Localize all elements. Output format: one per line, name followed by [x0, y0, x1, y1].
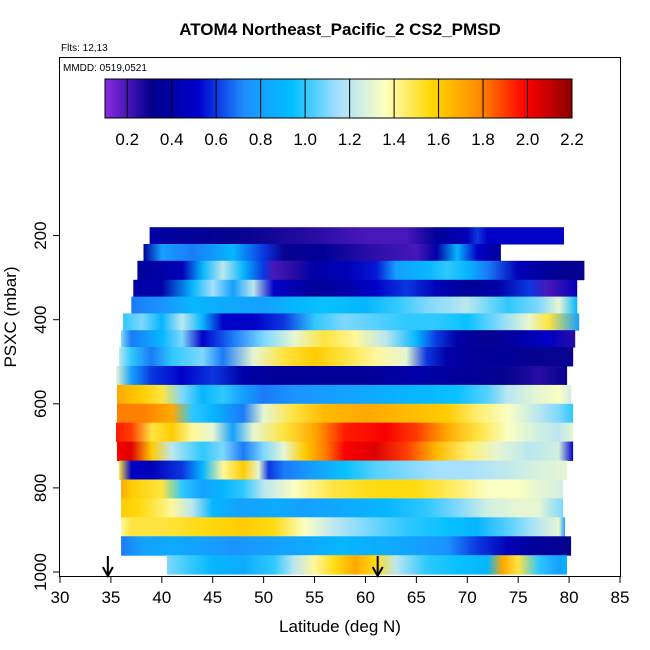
colorbar-tick-label: 0.2: [115, 130, 139, 149]
colorbar-gradient: [104, 78, 573, 119]
heatmap-band: [117, 441, 574, 461]
x-tick-label: 60: [356, 588, 375, 607]
heatmap-band: [131, 296, 578, 314]
dates-label: MMDD: 0519,0521: [63, 63, 147, 74]
x-tick-label: 55: [305, 588, 324, 607]
heatmap-band: [137, 260, 585, 281]
heatmap-band: [121, 536, 572, 556]
plot-frame: [59, 57, 621, 577]
x-tick-label: 45: [203, 588, 222, 607]
y-tick-label: 600: [31, 390, 50, 418]
heatmap-band: [117, 384, 572, 405]
x-tick-label: 75: [509, 588, 528, 607]
x-axis: 30 35 40 45 50 55 60 65 70 75 80 85: [51, 576, 630, 607]
colorbar-tick-label: 0.4: [160, 130, 184, 149]
colorbar-tick-label: 1.4: [382, 130, 406, 149]
chart-title: ATOM4 Northeast_Pacific_2 CS2_PMSD: [179, 20, 501, 39]
colorbar-tick-label: 1.2: [338, 130, 362, 149]
x-tick-label: 35: [101, 588, 120, 607]
colorbar-tick-label: 0.8: [249, 130, 273, 149]
x-tick-label: 80: [560, 588, 579, 607]
x-tick-label: 85: [611, 588, 630, 607]
heatmap-band: [121, 330, 576, 348]
heatmap-bands: [116, 227, 585, 575]
heatmap-band: [116, 422, 574, 443]
y-tick-label: 800: [31, 474, 50, 502]
heatmap-band: [116, 366, 568, 386]
x-tick-label: 65: [407, 588, 426, 607]
colorbar-tick-label: 0.6: [204, 130, 228, 149]
colorbar-tick-label: 1.0: [293, 130, 317, 149]
y-tick-label: 400: [31, 306, 50, 334]
y-tick-label: 1000: [31, 553, 50, 591]
colorbar: 0.2 0.4 0.6 0.8 1.0 1.2 1.4 1.6 1.8 2.0 2.2: [104, 78, 584, 149]
heatmap-band: [123, 313, 580, 331]
heatmap-band: [143, 244, 501, 262]
colorbar-tick-label: 2.0: [516, 130, 540, 149]
y-axis: 200 400 600 800 1000: [31, 221, 60, 591]
heatmap-band: [117, 403, 574, 424]
flights-label: Flts: 12,13: [61, 43, 108, 54]
heatmap-band: [119, 347, 574, 367]
x-axis-label: Latitude (deg N): [279, 617, 401, 636]
heatmap-band: [133, 279, 578, 298]
x-tick-label: 40: [152, 588, 171, 607]
heatmap-band: [149, 227, 564, 245]
x-tick-label: 50: [254, 588, 273, 607]
colorbar-tick-label: 1.6: [427, 130, 451, 149]
y-axis-label: PSXC (mbar): [1, 266, 20, 367]
heatmap-band: [121, 498, 563, 518]
heatmap-band: [119, 460, 568, 480]
colorbar-tick-label: 2.2: [560, 130, 584, 149]
x-tick-label: 30: [51, 588, 70, 607]
heatmap-band: [121, 517, 565, 537]
heatmap-band: [166, 555, 567, 575]
arrow-marker: [101, 556, 114, 579]
x-tick-label: 70: [458, 588, 477, 607]
colorbar-tick-label: 1.8: [471, 130, 495, 149]
heatmap-band: [121, 479, 563, 499]
y-tick-label: 200: [31, 221, 50, 249]
